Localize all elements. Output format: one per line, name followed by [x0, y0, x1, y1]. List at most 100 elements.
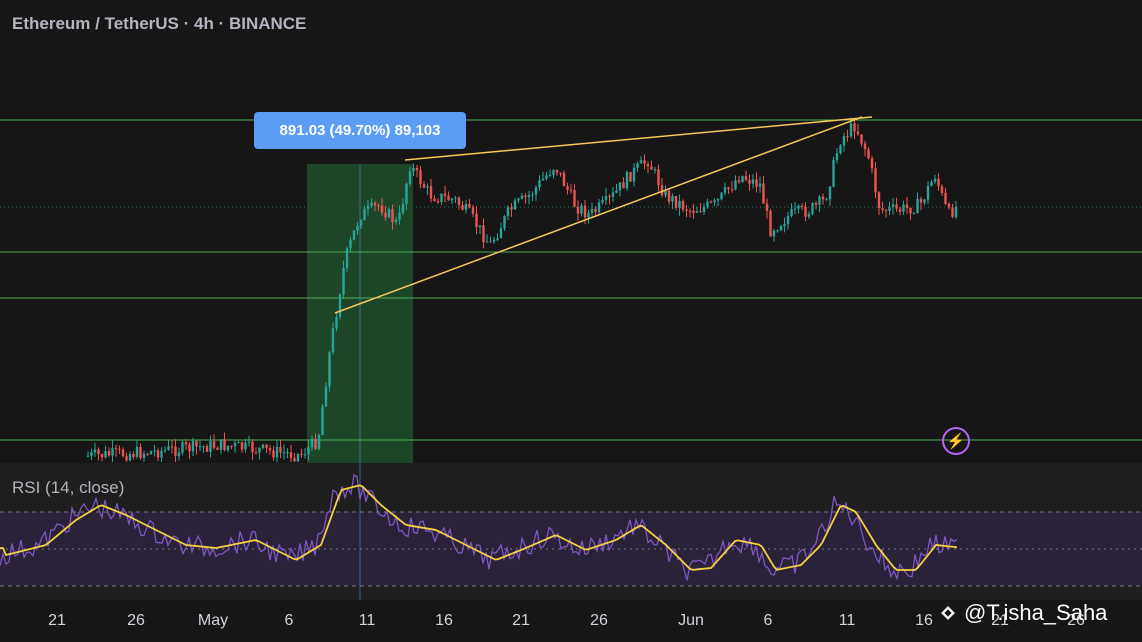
candle-body: [100, 454, 104, 458]
candle-body: [104, 451, 107, 458]
candle-body: [800, 205, 804, 207]
candle-body: [667, 190, 671, 202]
candle-body: [167, 446, 170, 450]
candle-body: [457, 197, 461, 205]
candle-body: [156, 450, 160, 458]
price-pane[interactable]: [0, 0, 1142, 463]
candle-body: [814, 203, 818, 205]
candle-body: [905, 204, 909, 208]
x-tick-label: 21: [512, 612, 530, 629]
candle-body: [790, 208, 793, 217]
candle-body: [492, 239, 496, 242]
candle-body: [489, 241, 492, 243]
x-tick-label: 6: [284, 612, 294, 629]
candle-body: [394, 219, 398, 223]
candle-body: [807, 213, 811, 217]
candle-body: [258, 447, 261, 453]
candle-body: [590, 208, 594, 213]
candle-body: [513, 200, 517, 210]
x-tick-label: 16: [915, 612, 933, 629]
candle-body: [835, 153, 839, 160]
candle-body: [377, 205, 380, 207]
candle-body: [233, 443, 237, 447]
candle-body: [685, 209, 688, 211]
measure-label[interactable]: 891.03 (49.70%) 89,103: [254, 112, 466, 149]
candle-body: [699, 211, 702, 213]
watermark: @T.isha_Saha: [938, 600, 1107, 626]
candle-body: [713, 200, 716, 203]
candle-body: [608, 196, 611, 198]
candle-body: [531, 194, 534, 196]
candle-body: [727, 187, 730, 189]
candle-body: [310, 438, 314, 448]
candle-body: [723, 187, 727, 193]
candle-body: [954, 206, 958, 217]
candle-body: [797, 205, 800, 209]
chart-title: Ethereum / TetherUS · 4h · BINANCE: [12, 14, 307, 33]
candle-body: [569, 189, 573, 191]
candle-body: [461, 204, 464, 210]
candle-body: [440, 193, 443, 203]
candle-body: [90, 452, 93, 456]
candle-body: [471, 207, 475, 214]
candle-body: [135, 446, 139, 457]
candle-body: [625, 172, 629, 189]
candle-body: [520, 195, 524, 199]
candle-body: [737, 180, 741, 182]
candle-body: [356, 225, 359, 231]
trendline-upper[interactable]: [404, 116, 873, 161]
candle-body: [650, 166, 653, 170]
candle-body: [338, 294, 342, 317]
candle-body: [412, 167, 415, 172]
candle-body: [454, 197, 457, 199]
candle-body: [209, 441, 212, 452]
candle-body: [541, 178, 545, 181]
candle-body: [636, 163, 639, 168]
lightning-icon[interactable]: ⚡: [942, 427, 970, 455]
candle-body: [702, 206, 706, 212]
candle-body: [132, 453, 135, 457]
candle-body: [415, 167, 419, 171]
rsi-label[interactable]: RSI (14, close): [12, 478, 125, 497]
candle-body: [695, 211, 699, 213]
candle-body: [618, 182, 622, 191]
candle-body: [639, 160, 643, 164]
candle-body: [604, 196, 608, 200]
candle-body: [212, 441, 216, 448]
candle-body: [160, 450, 163, 458]
rsi-line: [0, 473, 958, 581]
candle-body: [226, 445, 230, 451]
candle-body: [601, 199, 604, 203]
candle-body: [660, 185, 664, 196]
candle-body: [342, 267, 345, 295]
candle-body: [818, 196, 821, 205]
candle-body: [282, 452, 286, 454]
candle-body: [443, 193, 447, 196]
candle-body: [468, 204, 471, 208]
x-tick-label: 21: [991, 612, 1009, 629]
candle-body: [580, 205, 583, 214]
candle-body: [545, 175, 548, 179]
candle-body: [758, 183, 762, 187]
candle-body: [419, 170, 422, 185]
candle-body: [464, 204, 468, 210]
candle-body: [422, 184, 426, 188]
candle-body: [307, 447, 310, 455]
candle-body: [349, 240, 352, 249]
candle-body: [832, 159, 835, 187]
candle-body: [755, 179, 758, 187]
candle-body: [891, 204, 895, 208]
candle-body: [772, 231, 776, 237]
candle-body: [240, 442, 244, 450]
candle-body: [793, 208, 797, 210]
candle-body: [174, 446, 177, 457]
trendline-lower[interactable]: [334, 116, 863, 314]
candle-body: [317, 434, 321, 449]
candle-body: [933, 178, 937, 182]
candle-body: [433, 198, 436, 201]
candle-body: [244, 442, 247, 450]
candle-body: [762, 183, 765, 204]
candle-body: [286, 452, 289, 454]
candle-body: [139, 446, 142, 458]
